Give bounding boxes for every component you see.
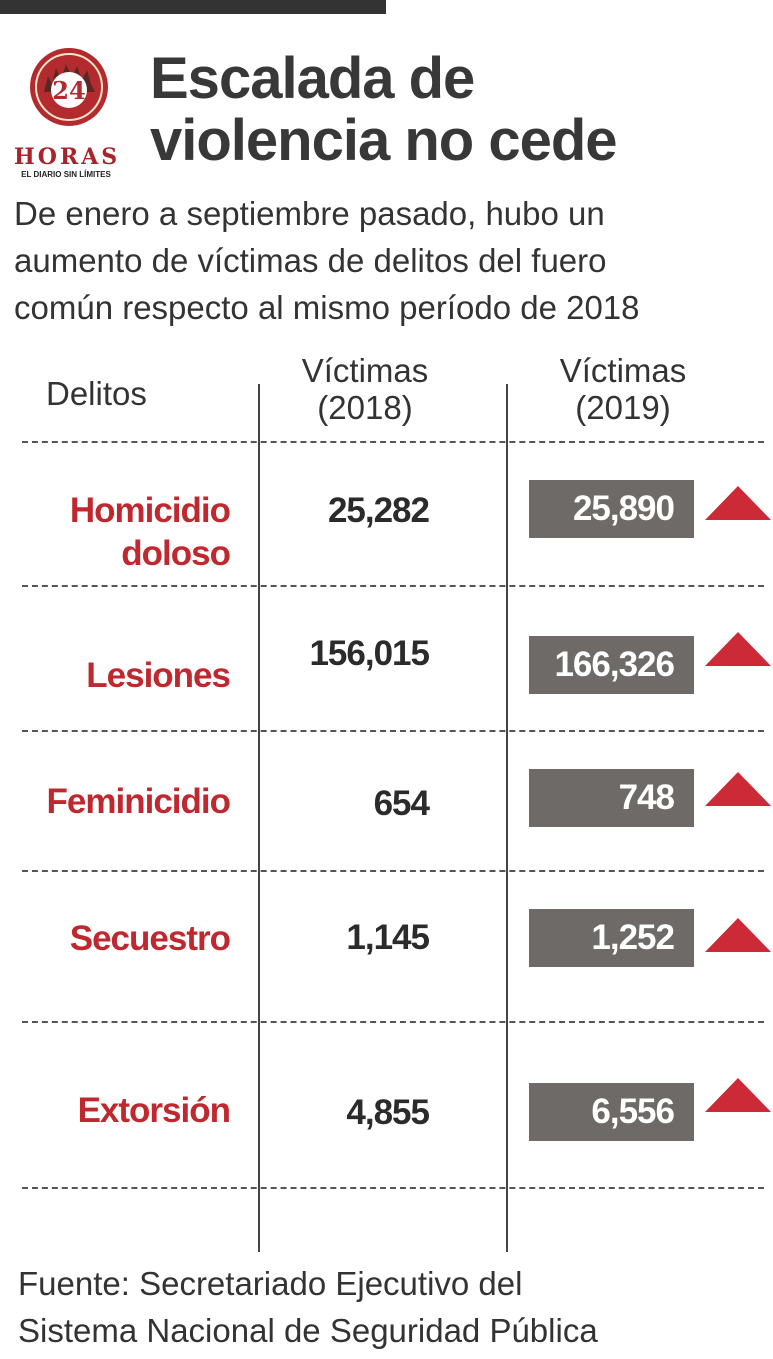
triangle-up-icon <box>705 918 771 952</box>
title-line-2: violencia no cede <box>150 108 618 173</box>
row-label: Feminicidio <box>46 780 231 823</box>
row-label-line-1: Feminicidio <box>46 782 231 821</box>
logo-number: 24 <box>52 76 85 105</box>
row-label-line-2: doloso <box>121 534 231 573</box>
logo-seal-icon: 24 <box>30 48 108 126</box>
value-2019-box: 25,890 <box>529 480 694 538</box>
subtitle-line-2: aumento de víctimas de delitos del fuero <box>14 242 607 279</box>
subtitle-line-3: común respecto al mismo período de 2018 <box>14 289 640 326</box>
row-label: Secuestro <box>69 917 231 960</box>
row-label: Homicidio doloso <box>69 489 231 575</box>
row-divider <box>22 1021 764 1023</box>
row-divider <box>22 441 764 443</box>
value-2018: 1,145 <box>346 918 430 957</box>
header-victimas-2019: Víctimas (2019) <box>530 352 716 426</box>
header-delitos: Delitos <box>46 375 147 412</box>
row-label-line-1: Homicidio <box>69 491 231 530</box>
title-line-1: Escalada de <box>150 46 475 111</box>
row-label-line-1: Lesiones <box>86 656 231 695</box>
triangle-up-icon <box>705 1078 771 1112</box>
value-2018: 4,855 <box>346 1093 430 1132</box>
value-2018: 156,015 <box>309 634 430 673</box>
header-2019-line-2: (2019) <box>575 389 671 426</box>
row-label-line-1: Secuestro <box>69 919 231 958</box>
value-2019-box: 1,252 <box>529 909 694 967</box>
value-2018: 25,282 <box>327 491 430 530</box>
header-2019-line-1: Víctimas <box>559 352 687 389</box>
row-label: Lesiones <box>86 654 231 697</box>
value-2019-box: 166,326 <box>529 636 694 694</box>
header-2018-line-1: Víctimas <box>301 352 429 389</box>
subtitle: De enero a septiembre pasado, hubo un au… <box>14 190 764 331</box>
triangle-up-icon <box>705 772 771 806</box>
page-title: Escalada de violencia no cede <box>150 46 618 173</box>
row-divider <box>22 870 764 872</box>
row-label-line-1: Extorsión <box>77 1091 231 1130</box>
value-2018: 654 <box>373 784 430 823</box>
triangle-up-icon <box>705 632 771 666</box>
value-2019-box: 6,556 <box>529 1083 694 1141</box>
source-line-1: Fuente: Secretariado Ejecutivo del <box>18 1265 523 1302</box>
logo-tagline: EL DIARIO SIN LÍMITES <box>21 170 111 179</box>
column-divider-2 <box>506 384 508 1252</box>
logo: 24 HORAS EL DIARIO SIN LÍMITES <box>14 46 118 184</box>
row-divider <box>22 730 764 732</box>
row-divider <box>22 1187 764 1189</box>
header-2018-line-2: (2018) <box>317 389 413 426</box>
row-label: Extorsión <box>77 1089 231 1132</box>
subtitle-line-1: De enero a septiembre pasado, hubo un <box>14 195 605 232</box>
value-2019-box: 748 <box>529 769 694 827</box>
source-note: Fuente: Secretariado Ejecutivo del Siste… <box>18 1260 768 1354</box>
source-line-2: Sistema Nacional de Seguridad Pública <box>18 1312 598 1349</box>
triangle-up-icon <box>705 486 771 520</box>
column-divider-1 <box>258 384 260 1252</box>
top-bar <box>0 0 386 14</box>
logo-brand: HORAS <box>14 144 121 170</box>
row-divider <box>22 585 764 587</box>
header-victimas-2018: Víctimas (2018) <box>272 352 458 426</box>
